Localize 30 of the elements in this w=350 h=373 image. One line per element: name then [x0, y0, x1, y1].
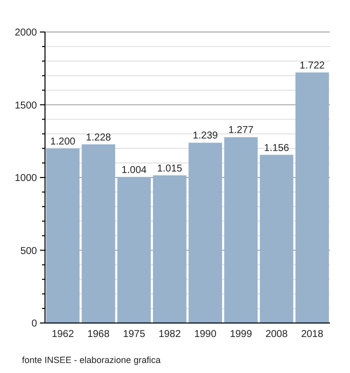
y-tick-label: 500	[20, 246, 38, 257]
data-label: 1.239	[192, 130, 218, 142]
y-tick-label: 0	[31, 318, 38, 330]
x-tick-label: 1999	[230, 329, 252, 340]
data-label: 1.722	[300, 60, 326, 72]
data-label: 1.228	[86, 132, 112, 144]
x-tick-label: 1982	[158, 329, 182, 340]
bar	[224, 137, 258, 323]
source-note: fonte INSEE - elaborazione grafica	[22, 355, 161, 365]
data-label: 1.004	[122, 164, 148, 176]
x-tick-label: 1975	[122, 329, 146, 340]
x-tick-label: 2008	[265, 329, 288, 340]
data-label: 1.156	[264, 142, 290, 154]
y-tick-label: 1500	[14, 100, 38, 112]
data-label: 1.015	[157, 163, 183, 174]
bar	[188, 142, 222, 323]
data-label: 1.277	[228, 125, 254, 136]
data-label: 1.200	[50, 136, 76, 148]
bar	[82, 144, 116, 323]
x-tick-label: 1962	[52, 329, 74, 340]
y-tick-label: 2000	[14, 28, 38, 38]
bar	[260, 154, 294, 323]
bar	[295, 72, 329, 323]
bar	[46, 148, 80, 323]
y-tick-label: 1000	[14, 173, 38, 184]
x-tick-label: 1968	[87, 329, 110, 340]
bar	[117, 176, 151, 323]
x-tick-label: 2018	[301, 329, 324, 340]
bar	[152, 175, 186, 323]
x-tick-label: 1990	[194, 329, 217, 340]
